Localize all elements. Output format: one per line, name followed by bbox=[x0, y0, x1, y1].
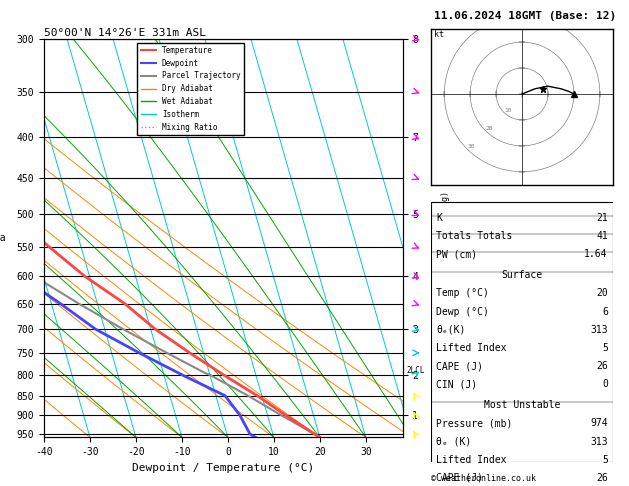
Text: Most Unstable: Most Unstable bbox=[484, 400, 560, 410]
Text: 10: 10 bbox=[504, 108, 511, 113]
Text: © weatheronline.co.uk: © weatheronline.co.uk bbox=[431, 474, 536, 483]
X-axis label: Dewpoint / Temperature (°C): Dewpoint / Temperature (°C) bbox=[132, 463, 314, 473]
Text: 26: 26 bbox=[596, 361, 608, 371]
Text: 11.06.2024 18GMT (Base: 12): 11.06.2024 18GMT (Base: 12) bbox=[434, 12, 616, 21]
Text: 50°00'N 14°26'E 331m ASL: 50°00'N 14°26'E 331m ASL bbox=[44, 28, 206, 38]
Text: hPa: hPa bbox=[0, 233, 6, 243]
Text: CAPE (J): CAPE (J) bbox=[437, 473, 483, 483]
Text: Surface: Surface bbox=[501, 270, 543, 280]
Text: 21: 21 bbox=[596, 213, 608, 223]
Text: 20: 20 bbox=[486, 126, 493, 131]
Text: Pressure (mb): Pressure (mb) bbox=[437, 418, 513, 428]
Text: 313: 313 bbox=[590, 436, 608, 447]
FancyBboxPatch shape bbox=[431, 202, 613, 462]
Text: 1.64: 1.64 bbox=[584, 249, 608, 260]
Text: CAPE (J): CAPE (J) bbox=[437, 361, 483, 371]
Text: Lifted Index: Lifted Index bbox=[437, 343, 507, 353]
Text: 5: 5 bbox=[602, 455, 608, 465]
Text: Mixing Ratio (g/kg): Mixing Ratio (g/kg) bbox=[441, 191, 450, 286]
Legend: Temperature, Dewpoint, Parcel Trajectory, Dry Adiabat, Wet Adiabat, Isotherm, Mi: Temperature, Dewpoint, Parcel Trajectory… bbox=[138, 43, 243, 135]
Text: CIN (J): CIN (J) bbox=[437, 380, 477, 389]
Text: 41: 41 bbox=[596, 231, 608, 241]
Text: Temp (°C): Temp (°C) bbox=[437, 289, 489, 298]
Text: θₑ (K): θₑ (K) bbox=[437, 436, 472, 447]
Text: PW (cm): PW (cm) bbox=[437, 249, 477, 260]
Text: 5: 5 bbox=[602, 343, 608, 353]
Text: Dewp (°C): Dewp (°C) bbox=[437, 307, 489, 317]
Text: 2LCL: 2LCL bbox=[406, 366, 425, 375]
Text: kt: kt bbox=[434, 30, 444, 39]
Text: θₑ(K): θₑ(K) bbox=[437, 325, 465, 335]
Text: 26: 26 bbox=[596, 473, 608, 483]
Text: 0: 0 bbox=[602, 380, 608, 389]
Text: K: K bbox=[437, 213, 442, 223]
Text: Lifted Index: Lifted Index bbox=[437, 455, 507, 465]
Text: 313: 313 bbox=[590, 325, 608, 335]
Text: 974: 974 bbox=[590, 418, 608, 428]
Text: 30: 30 bbox=[467, 144, 475, 149]
Text: 6: 6 bbox=[602, 307, 608, 317]
Text: Totals Totals: Totals Totals bbox=[437, 231, 513, 241]
Text: 20: 20 bbox=[596, 289, 608, 298]
